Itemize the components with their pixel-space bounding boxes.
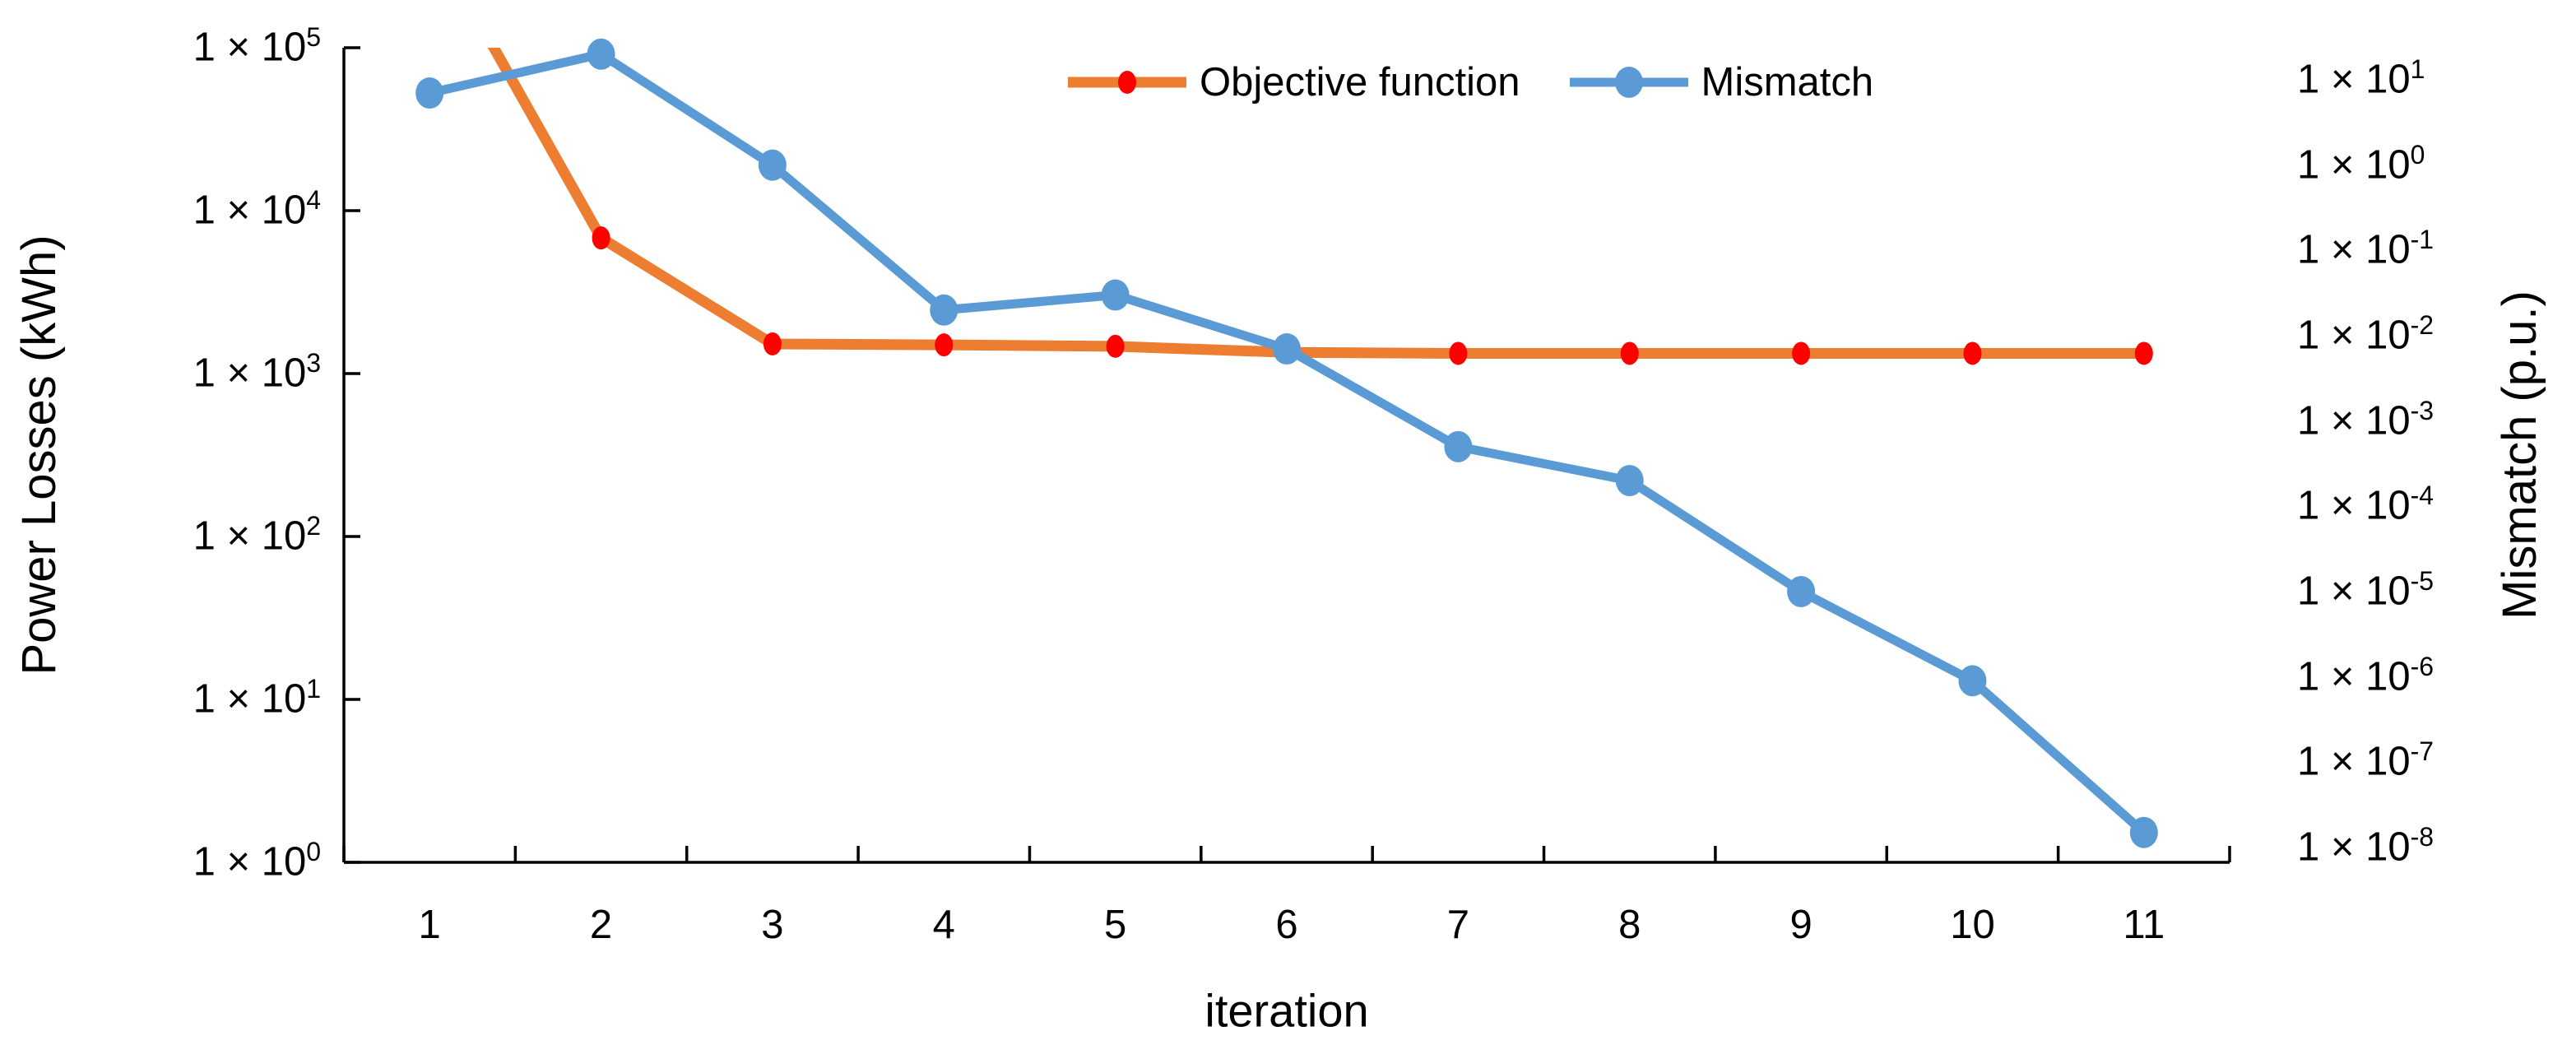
x-axis-tick-label: 8 xyxy=(1618,903,1641,947)
y-left-axis-tick-label: 1 × 100 xyxy=(193,837,321,885)
mismatch-data-point xyxy=(587,38,615,70)
objective-function-data-point xyxy=(935,333,954,357)
y-right-axis-tick-label: 1 × 10-5 xyxy=(2297,566,2434,614)
objective-function-data-point xyxy=(1449,341,1468,365)
y-left-axis-tick-label: 1 × 103 xyxy=(193,348,321,396)
objective-function-data-point xyxy=(1106,334,1125,358)
legend-item-mismatch: Mismatch xyxy=(1568,58,1874,107)
y-right-axis-tick-label: 1 × 10-7 xyxy=(2297,736,2434,784)
objective-function-data-point xyxy=(763,332,782,355)
x-axis-title: iteration xyxy=(1204,984,1369,1037)
mismatch-line xyxy=(425,49,2149,838)
y-left-axis-tick-label: 1 × 104 xyxy=(193,185,321,233)
x-axis-tick-label: 1 xyxy=(418,903,441,947)
mismatch-data-point xyxy=(2129,816,2158,848)
objective-function-line xyxy=(487,48,2150,359)
objective-function-data-point xyxy=(1620,341,1639,365)
x-axis-tick-label: 6 xyxy=(1275,903,1298,947)
y-right-axis-tick-label: 1 × 10-8 xyxy=(2297,822,2434,870)
y-right-axis-tick-label: 1 × 10-4 xyxy=(2297,481,2434,528)
legend-label-mismatch: Mismatch xyxy=(1701,60,1874,104)
y-left-axis-tick-label: 1 × 101 xyxy=(193,674,321,722)
objective-function-data-point xyxy=(1792,341,1811,365)
legend-label-objective-function: Objective function xyxy=(1200,60,1520,104)
legend-item-objective-function: Objective function xyxy=(1066,58,1520,107)
y-left-axis-title: Power Losses (kWh) xyxy=(12,235,66,676)
y-left-axis-tick-label: 1 × 102 xyxy=(193,511,321,559)
y-right-axis-tick-label: 1 × 10-2 xyxy=(2297,310,2434,358)
legend: Objective function Mismatch xyxy=(1066,58,1873,107)
y-right-axis-tick-label: 1 × 10-3 xyxy=(2297,395,2434,444)
y-right-axis-tick-label: 1 × 101 xyxy=(2297,54,2425,102)
y-left-axis-tick-label: 1 × 105 xyxy=(193,22,321,70)
x-axis-tick-label: 10 xyxy=(1950,903,1995,947)
mismatch-data-point xyxy=(758,149,787,181)
y-right-axis-tick-label: 1 × 10-1 xyxy=(2297,225,2434,272)
mismatch-data-point xyxy=(930,294,958,326)
mismatch-data-point xyxy=(1787,575,1816,607)
y-right-axis-title: Mismatch (p.u.) xyxy=(2493,290,2546,620)
mismatch-data-point xyxy=(1958,665,1987,697)
mismatch-data-point xyxy=(1615,465,1644,497)
y-right-axis-tick-label: 1 × 100 xyxy=(2297,139,2425,188)
mismatch-data-point xyxy=(415,77,444,109)
x-axis-tick-label: 4 xyxy=(932,903,955,947)
x-axis-tick-label: 11 xyxy=(2123,903,2165,947)
x-axis-tick-label: 2 xyxy=(589,903,613,947)
x-axis-tick-label: 3 xyxy=(761,903,784,947)
objective-function-line-marker-icon xyxy=(1068,71,1186,94)
objective-function-data-point xyxy=(2134,341,2153,365)
objective-function-data-point xyxy=(592,226,610,250)
x-axis-tick-label: 5 xyxy=(1103,903,1127,947)
mismatch-line-marker-icon xyxy=(1569,67,1688,98)
x-axis-tick-label: 7 xyxy=(1446,903,1469,947)
mismatch-data-point xyxy=(1273,333,1301,365)
mismatch-data-point xyxy=(1444,430,1473,462)
x-axis-tick-label: 9 xyxy=(1789,903,1812,947)
objective-function-data-point xyxy=(1963,341,1982,365)
mismatch-data-point xyxy=(1101,279,1130,311)
y-right-axis-tick-label: 1 × 10-6 xyxy=(2297,651,2434,699)
